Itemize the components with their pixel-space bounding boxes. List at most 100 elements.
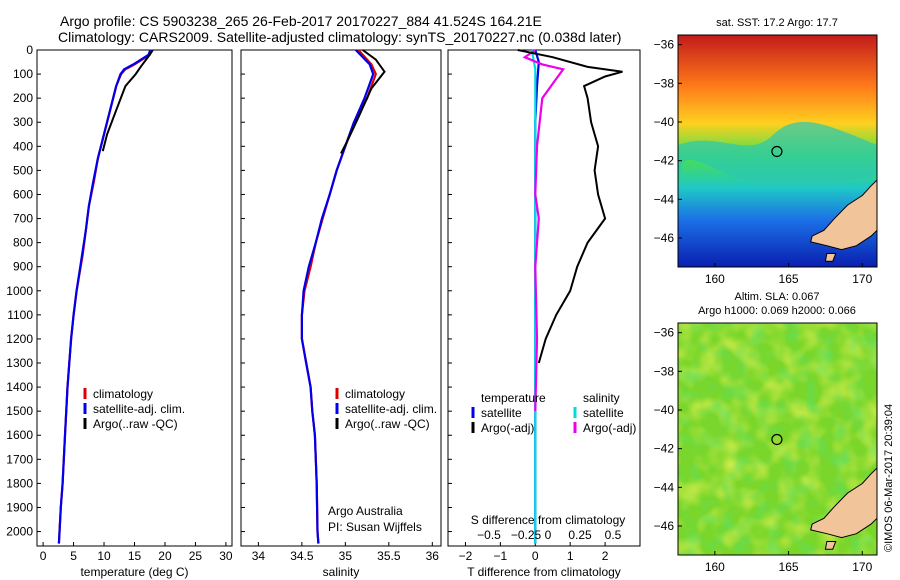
y-tick-label: 1900	[6, 500, 33, 514]
profile-panel-3: −2 −1 0 1 2 T difference from climatology temp…	[447, 49, 641, 579]
series-line-2	[57, 49, 152, 544]
y-tick-label: −40	[654, 403, 675, 417]
y-tick-label: 1500	[6, 404, 33, 418]
y-tick-label: 2000	[6, 525, 33, 539]
land-polygon	[810, 467, 877, 539]
legend-label: Argo(..raw -QC)	[345, 417, 430, 431]
plot-frame	[240, 49, 442, 547]
y-tick-label: 700	[13, 212, 33, 226]
map2-title: Altim. SLA: 0.067	[735, 291, 820, 303]
header-line-2: Climatology: CARS2009. Satellite-adjuste…	[58, 29, 622, 45]
x-axis-label: salinity	[323, 565, 360, 579]
profile-panel-2: 34 34.5 35 35.5 36 salinity climatologysatelli…	[240, 49, 442, 579]
legend-label: climatology	[345, 387, 405, 401]
y-tick-label: −44	[654, 480, 675, 494]
header-line-1: Argo profile: CS 5903238_265 26-Feb-2017…	[60, 13, 542, 29]
series-line-2	[530, 49, 537, 544]
series-line-2	[300, 49, 375, 544]
x-tick-label: 165	[779, 272, 799, 286]
legend-label: satellite	[583, 406, 624, 420]
credit-text: ©IMOS 06-Mar-2017 20:39:04	[883, 403, 895, 552]
series-line-3	[522, 49, 566, 412]
x-tick-label: 1	[567, 549, 574, 563]
annotation-line-1: Argo Australia	[328, 504, 403, 518]
series-line-4	[517, 49, 623, 364]
y-tick-label: 600	[13, 187, 33, 201]
plot-frame	[447, 49, 641, 547]
land-polygon	[810, 179, 877, 251]
x-tick-label: 165	[779, 560, 799, 574]
legend-label: satellite-adj. clim.	[93, 402, 185, 416]
map-panel-1: 160 165 170 −36 −38 −40 −42 −44 −46	[654, 34, 878, 286]
y-tick-label: −42	[654, 154, 675, 168]
map-panel-2: 160 165 170 −36 −38 −40 −42 −44 −46	[654, 322, 878, 574]
sst-front	[678, 121, 877, 186]
profile-panels: 0100200300400500600700800900100011001200…	[6, 43, 641, 579]
x-tick-label: 170	[852, 272, 872, 286]
x-tick-label: −1	[494, 549, 508, 563]
x-tick-label: 36	[426, 549, 440, 563]
plot-frame	[36, 49, 233, 547]
y-tick-label: −44	[654, 192, 675, 206]
y-tick-label: 500	[13, 163, 33, 177]
legend-label: Argo(-adj)	[583, 421, 636, 435]
top-tick-label: −0.5	[477, 528, 501, 542]
y-tick-label: −46	[654, 519, 675, 533]
annotation-line-2: PI: Susan Wijffels	[328, 520, 422, 534]
y-tick-label: −38	[654, 364, 675, 378]
y-tick-label: 1200	[6, 332, 33, 346]
x-tick-label: 0	[40, 549, 47, 563]
argo-location-marker	[771, 145, 783, 158]
map-field	[678, 35, 877, 267]
y-tick-label: 1700	[6, 452, 33, 466]
profile-panel-1: 0100200300400500600700800900100011001200…	[6, 43, 233, 579]
x-tick-label: 160	[705, 272, 725, 286]
map2-subtitle: Argo h1000: 0.069 h2000: 0.066	[698, 305, 856, 317]
top-axis-label: S difference from climatology	[471, 513, 626, 527]
x-tick-label: 35.5	[377, 549, 401, 563]
y-tick-label: −36	[654, 326, 675, 340]
legend-title-salinity: salinity	[583, 391, 620, 405]
y-tick-label: 100	[13, 67, 33, 81]
x-axis-label: temperature (deg C)	[80, 565, 188, 579]
top-tick-label: 0	[545, 528, 552, 542]
island-polygon	[824, 540, 837, 550]
x-tick-label: 10	[97, 549, 111, 563]
y-tick-label: 400	[13, 139, 33, 153]
x-tick-label: 170	[852, 560, 872, 574]
y-tick-label: 1400	[6, 380, 33, 394]
y-tick-label: 1800	[6, 476, 33, 490]
legend-title-temperature: temperature	[481, 391, 546, 405]
map-frame	[677, 34, 878, 268]
y-tick-label: 800	[13, 236, 33, 250]
x-tick-label: 30	[219, 549, 233, 563]
x-tick-label: 20	[158, 549, 172, 563]
top-tick-label: 0.5	[605, 528, 622, 542]
top-tick-label: 0.25	[568, 528, 592, 542]
y-tick-label: 0	[26, 43, 33, 57]
x-tick-label: 15	[128, 549, 142, 563]
x-tick-label: 34.5	[290, 549, 314, 563]
y-tick-label: 200	[13, 91, 33, 105]
y-tick-label: −40	[654, 115, 675, 129]
legend-label: satellite-adj. clim.	[345, 402, 437, 416]
map-field	[678, 323, 877, 555]
y-tick-label: −36	[654, 38, 675, 52]
y-tick-label: −38	[654, 76, 675, 90]
y-tick-label: −42	[654, 442, 675, 456]
y-tick-label: 1300	[6, 356, 33, 370]
y-tick-label: −46	[654, 231, 675, 245]
x-tick-label: −2	[459, 549, 473, 563]
x-tick-label: 160	[705, 560, 725, 574]
x-axis-label: T difference from climatology	[467, 565, 621, 579]
map1-title: sat. SST: 17.2 Argo: 17.7	[716, 17, 838, 29]
y-tick-label: 300	[13, 115, 33, 129]
x-tick-label: 25	[189, 549, 203, 563]
argo-location-marker	[771, 433, 783, 446]
legend-label: Argo(-adj)	[481, 421, 534, 435]
top-tick-label: −0.25	[511, 528, 542, 542]
x-tick-label: 2	[602, 549, 609, 563]
x-tick-label: 34	[252, 549, 266, 563]
x-tick-label: 35	[339, 549, 353, 563]
